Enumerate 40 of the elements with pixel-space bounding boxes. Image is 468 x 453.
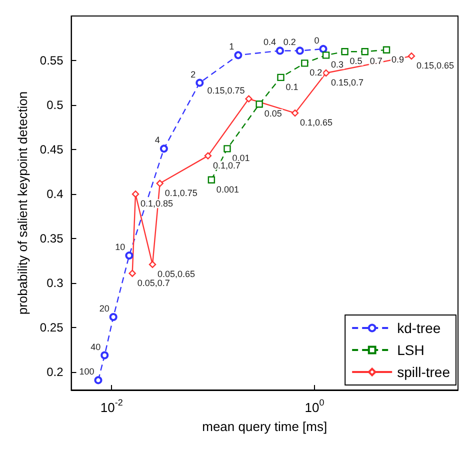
annotation: 0.1,0.65 [300,118,333,128]
legend-label: kd-tree [397,320,441,336]
annotation: 0.5 [350,56,362,66]
annotation: 0.1,0.85 [140,198,174,209]
annotation: 0.2 [310,68,322,78]
annotation: 0.15,0.7 [331,77,364,88]
annotation: 0.1 [286,82,298,92]
y-tick-label: 0.25 [40,320,64,335]
annotation: 0.001 [216,184,239,194]
annotation: 1 [229,42,234,52]
annotation: 4 [154,135,160,146]
annotation: 0.05,0.7 [137,278,170,288]
annotation: 40 [90,342,101,352]
annotation: 0.05,0.65 [158,268,196,279]
annotation: 0.15,0.65 [416,60,454,71]
y-tick-label: 0.5 [46,98,64,112]
y-tick-label: 0.4 [46,187,64,202]
legend-label: spill-tree [397,364,450,380]
y-tick-label: 0.55 [40,54,64,68]
legend-label: LSH [397,342,424,358]
annotation: 0.1,0.75 [164,188,198,198]
annotation: 0.15,0.75 [207,85,245,96]
annotation: 0 [314,35,320,46]
annotation: 0.1,0.7 [212,160,240,170]
annotation: 0.3 [331,60,344,70]
annotation: 0.4 [263,37,276,48]
y-tick-label: 0.2 [46,365,64,380]
y-tick-label: 0.45 [40,142,64,157]
annotation: 0.7 [370,56,382,66]
x-axis-title: mean query time [ms] [202,419,328,434]
annotation: 100 [79,366,94,377]
annotation: 2 [190,69,196,80]
y-axis-title: probability of salient keypoint detection [15,91,30,315]
y-tick-label: 0.35 [40,232,64,246]
annotation: 0.9 [392,54,404,64]
annotation: 20 [99,303,110,314]
y-tick-label: 0.3 [46,276,64,290]
annotation: 10 [115,242,126,252]
annotation: 0.05 [264,108,282,119]
annotation: 0.2 [283,37,296,48]
